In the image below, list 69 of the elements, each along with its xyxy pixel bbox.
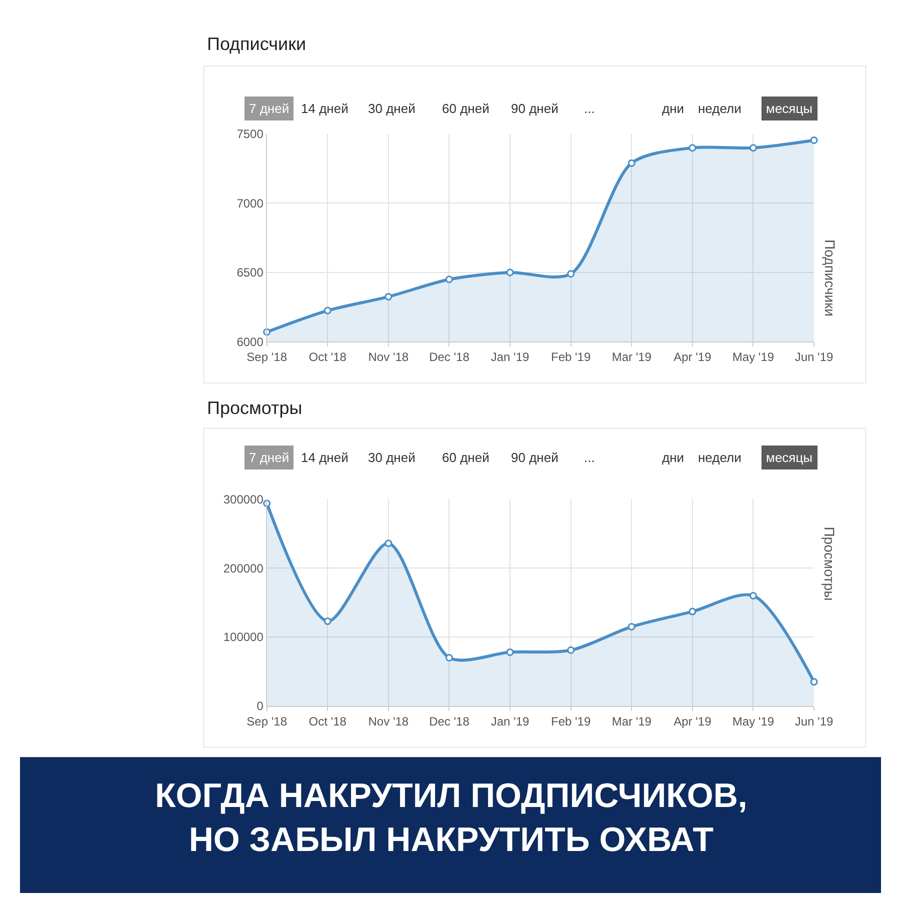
point	[384, 292, 392, 300]
chart-title: Подписчики	[207, 34, 306, 54]
point	[810, 678, 818, 686]
text: 90 дней	[511, 450, 558, 465]
text: недели	[698, 450, 742, 465]
text: месяцы	[766, 101, 812, 116]
point	[688, 144, 696, 152]
x-tick-label: Sep '18	[246, 350, 288, 364]
x-tick-label: Nov '18	[368, 350, 409, 364]
point	[324, 617, 332, 625]
y-axis-title: Подписчики	[822, 239, 838, 317]
x-tick-label: Feb '19	[551, 350, 591, 364]
x-tick-label: Dec '18	[429, 350, 470, 364]
x-tick-label: May '19	[732, 350, 774, 364]
text: 60 дней	[442, 101, 490, 116]
x-tick-label: Jan '19	[490, 350, 530, 364]
point	[810, 136, 818, 144]
x-tick-label: May '19	[732, 714, 774, 728]
y-tick-label: 7000	[236, 196, 264, 210]
y-tick-label: 300000	[223, 492, 264, 506]
text: дни	[662, 101, 684, 116]
text: 14 дней	[301, 450, 348, 465]
x-tick-label: Nov '18	[368, 714, 409, 728]
point	[506, 648, 514, 656]
text: 30 дней	[368, 101, 416, 116]
chart-title: Просмотры	[207, 398, 302, 418]
y-axis-title: Просмотры	[821, 526, 838, 601]
point	[749, 144, 757, 152]
text: недели	[698, 101, 742, 116]
point	[445, 654, 453, 662]
point	[628, 159, 636, 167]
x-tick-label: Mar '19	[612, 350, 652, 364]
point	[749, 592, 757, 600]
point	[506, 268, 514, 276]
text: месяцы	[766, 450, 812, 465]
x-tick-label: Jun '19	[794, 350, 834, 364]
text: 14 дней	[301, 101, 348, 116]
point	[567, 270, 575, 278]
y-tick-label: 100000	[223, 630, 264, 644]
y-tick-label: 7500	[236, 127, 264, 142]
x-tick-label: Jan '19	[490, 714, 530, 728]
y-tick-label: 0	[256, 699, 264, 714]
y-tick-label: 6000	[236, 334, 264, 349]
x-tick-label: Feb '19	[551, 714, 591, 728]
text: 7 дней	[249, 101, 290, 116]
x-tick-label: Mar '19	[612, 714, 652, 728]
x-tick-label: Sep '18	[246, 714, 288, 728]
text: ...	[584, 101, 595, 116]
text: КОГДА НАКРУТИЛ ПОДПИСЧИКОВ, НО ЗАБЫЛ НАКРУТИТЬ ОХВАТ	[155, 777, 748, 860]
point	[688, 608, 696, 616]
text: 7 дней	[249, 450, 290, 465]
text: 90 дней	[511, 101, 558, 116]
x-tick-label: Apr '19	[674, 714, 712, 728]
text: 30 дней	[368, 450, 416, 465]
y-tick-label: 200000	[223, 561, 264, 576]
point	[324, 306, 332, 314]
x-tick-label: Jun '19	[794, 714, 834, 728]
x-tick-label: Dec '18	[429, 714, 470, 728]
y-tick-label: 6500	[236, 266, 264, 280]
text: дни	[662, 450, 684, 465]
text: 60 дней	[442, 450, 490, 465]
point	[445, 276, 453, 284]
x-tick-label: Oct '18	[308, 714, 347, 728]
point	[628, 622, 636, 630]
x-tick-label: Oct '18	[308, 350, 347, 364]
x-tick-label: Apr '19	[674, 350, 712, 364]
point	[567, 646, 575, 654]
text: ...	[584, 450, 595, 465]
point	[384, 540, 392, 548]
